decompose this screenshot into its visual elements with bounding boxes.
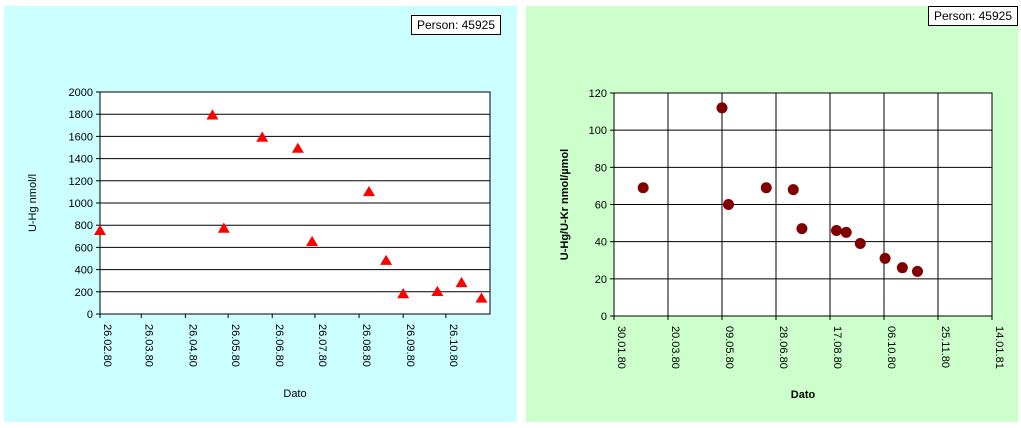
y-tick-label: 1200 — [69, 176, 93, 188]
data-point — [291, 142, 304, 153]
x-tick-label: 14.01.81 — [993, 326, 1005, 369]
y-tick-label: 100 — [589, 125, 607, 137]
data-point — [397, 288, 410, 299]
x-tick-label: 26.04.80 — [186, 324, 198, 367]
data-point — [206, 109, 219, 120]
y-tick-label: 0 — [601, 311, 607, 323]
x-tick-label: 20.03.80 — [669, 326, 681, 369]
y-tick-label: 400 — [75, 265, 93, 277]
y-tick-label: 1400 — [69, 154, 93, 166]
y-tick-label: 2000 — [69, 87, 93, 99]
person-label-left: Person: 45925 — [410, 15, 501, 35]
y-tick-label: 0 — [87, 309, 93, 321]
x-tick-label: 26.03.80 — [142, 324, 154, 367]
data-point — [217, 222, 230, 233]
x-tick-label: 26.06.80 — [273, 324, 285, 367]
y-tick-label: 600 — [75, 242, 93, 254]
x-tick-label: 25.11.80 — [939, 326, 951, 368]
data-point — [455, 276, 468, 288]
x-tick-label: 26.05.80 — [229, 324, 241, 367]
x-tick-label: 09.05.80 — [723, 326, 735, 369]
plot-border — [99, 91, 491, 315]
x-tick-label: 26.02.80 — [101, 324, 113, 367]
data-point — [896, 262, 908, 274]
x-axis-title: Dato — [791, 389, 816, 401]
data-point — [796, 223, 808, 235]
data-point — [830, 225, 842, 237]
data-point — [256, 131, 269, 142]
x-tick-label: 26.07.80 — [316, 324, 328, 367]
data-point — [94, 224, 106, 235]
y-axis-title: U-Hg/U-Kr nmol/µmol — [559, 149, 571, 260]
chart-panel-left: 0 200 400 600 800 1000 1200 1400 1600 1800 2000 26.… — [4, 6, 517, 422]
y-tick-label: 1600 — [69, 131, 93, 143]
x-axis-title: Dato — [283, 388, 306, 400]
data-point — [854, 238, 866, 250]
data-point — [431, 285, 444, 296]
y-tick-label: 80 — [595, 162, 607, 174]
x-tick-label: 26.08.80 — [360, 324, 372, 367]
x-tick-label: 06.10.80 — [885, 326, 897, 369]
plot-border — [613, 92, 993, 317]
data-point — [380, 254, 393, 265]
data-point — [840, 226, 852, 238]
person-label-right: Person: 45925 — [927, 6, 1018, 26]
chart-left: 0 200 400 600 800 1000 1200 1400 1600 1800 2000 26.… — [27, 87, 491, 400]
y-tick-label: 40 — [595, 237, 607, 249]
y-tick-label: 1800 — [69, 109, 93, 121]
y-tick-label: 1000 — [69, 198, 93, 210]
chart-panel-right: 0 20 40 60 80 100 120 30.01.80 20.03.80 09.05.80 2… — [526, 6, 1018, 422]
data-point — [879, 252, 891, 264]
x-tick-label: 28.06.80 — [777, 326, 789, 369]
data-point — [475, 292, 488, 303]
y-tick-label: 200 — [75, 287, 93, 299]
x-tick-label: 17.08.80 — [831, 326, 843, 369]
data-point — [637, 182, 649, 194]
y-tick-label: 120 — [589, 88, 607, 100]
data-point — [716, 102, 728, 114]
data-point — [911, 265, 923, 277]
data-point — [363, 185, 376, 197]
x-tick-label: 30.01.80 — [615, 326, 627, 369]
data-point — [787, 184, 799, 196]
chart-right: 0 20 40 60 80 100 120 30.01.80 20.03.80 09.05.80 2… — [559, 88, 1005, 401]
y-tick-label: 20 — [595, 274, 607, 286]
data-point — [760, 182, 772, 194]
y-tick-label: 800 — [75, 220, 93, 232]
x-tick-label: 26.09.80 — [404, 324, 416, 367]
y-axis-title: U-Hg nmol/l — [27, 174, 39, 232]
x-tick-label: 26.10.80 — [447, 324, 459, 367]
data-point — [722, 199, 734, 210]
y-tick-label: 60 — [595, 200, 607, 212]
data-point — [306, 235, 319, 247]
